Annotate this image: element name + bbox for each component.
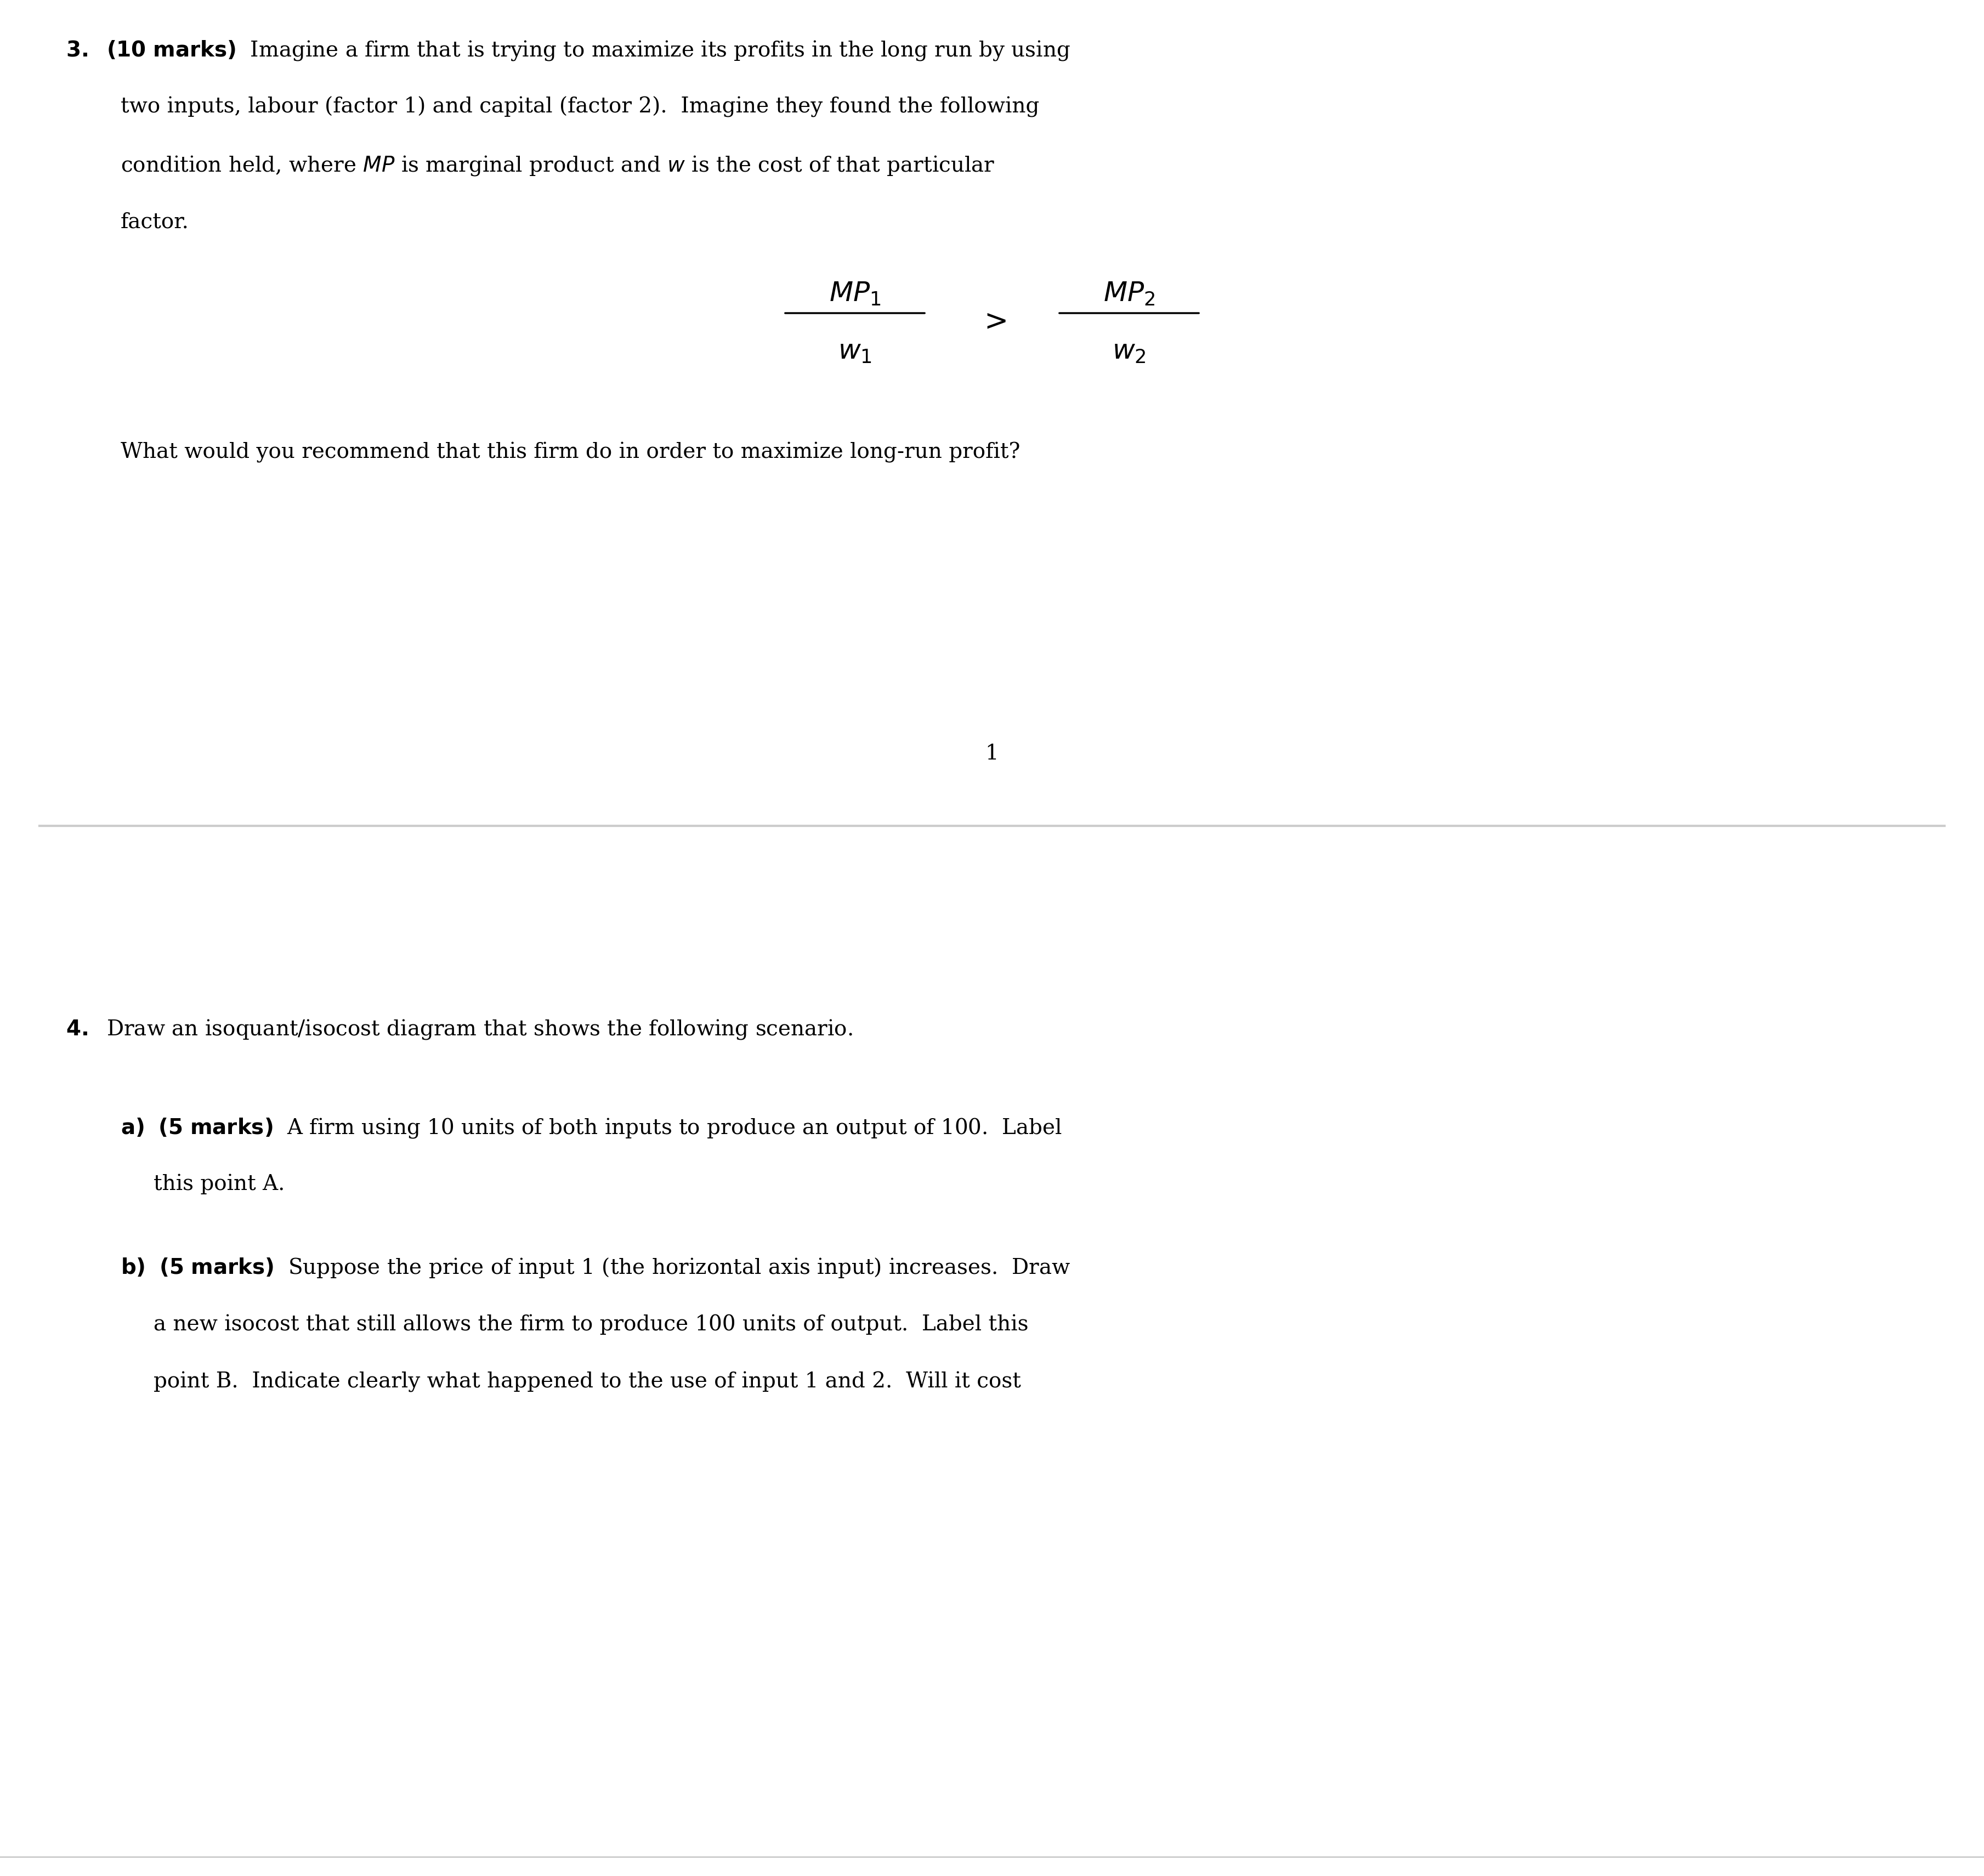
Text: $\mathbf{3.}$  $\mathbf{(10\ marks)}$  Imagine a firm that is trying to maximize: $\mathbf{3.}$ $\mathbf{(10\ marks)}$ Ima… <box>65 39 1071 62</box>
Text: $\mathit{w}_1$: $\mathit{w}_1$ <box>837 338 871 366</box>
Text: $\mathbf{a)}$  $\mathbf{(5\ marks)}$  A firm using 10 units of both inputs to pr: $\mathbf{a)}$ $\mathbf{(5\ marks)}$ A fi… <box>121 1116 1061 1139</box>
Text: $\mathbf{b)}$  $\mathbf{(5\ marks)}$  Suppose the price of input 1 (the horizont: $\mathbf{b)}$ $\mathbf{(5\ marks)}$ Supp… <box>121 1257 1071 1279</box>
Text: point B.  Indicate clearly what happened to the use of input 1 and 2.  Will it c: point B. Indicate clearly what happened … <box>153 1371 1022 1392</box>
Text: 1: 1 <box>986 743 998 764</box>
Text: $>$: $>$ <box>978 308 1006 336</box>
Text: $\mathbf{4.}$  Draw an isoquant/isocost diagram that shows the following scenari: $\mathbf{4.}$ Draw an isoquant/isocost d… <box>65 1019 853 1041</box>
Text: $\mathit{w}_2$: $\mathit{w}_2$ <box>1113 338 1147 366</box>
Text: two inputs, labour (factor 1) and capital (factor 2).  Imagine they found the fo: two inputs, labour (factor 1) and capita… <box>121 96 1040 118</box>
Text: condition held, where $\mathit{MP}$ is marginal product and $\mathit{w}$ is the : condition held, where $\mathit{MP}$ is m… <box>121 154 996 176</box>
Text: What would you recommend that this firm do in order to maximize long-run profit?: What would you recommend that this firm … <box>121 443 1020 463</box>
Text: a new isocost that still allows the firm to produce 100 units of output.  Label : a new isocost that still allows the firm… <box>153 1313 1028 1334</box>
Text: this point A.: this point A. <box>153 1174 286 1195</box>
Text: $\mathit{MP}_1$: $\mathit{MP}_1$ <box>829 281 881 308</box>
Text: factor.: factor. <box>121 212 188 233</box>
Text: $\mathit{MP}_2$: $\mathit{MP}_2$ <box>1103 281 1155 308</box>
